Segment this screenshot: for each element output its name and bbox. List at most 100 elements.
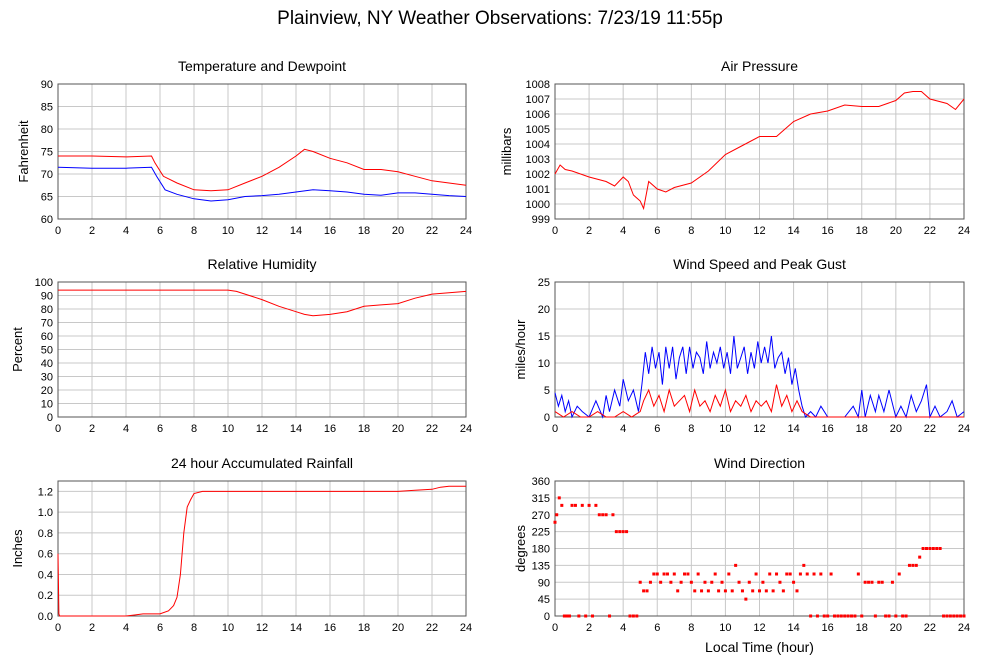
data-point bbox=[904, 614, 908, 618]
x-tick-label: 20 bbox=[392, 225, 404, 237]
x-tick-label: 16 bbox=[822, 423, 834, 435]
data-point bbox=[744, 597, 748, 601]
x-tick-label: 8 bbox=[191, 225, 197, 237]
x-tick-label: 4 bbox=[620, 622, 626, 634]
data-point bbox=[645, 589, 649, 593]
data-point bbox=[720, 580, 724, 584]
series-line-0 bbox=[57, 485, 466, 617]
y-tick-label: 90 bbox=[41, 79, 53, 91]
y-tick-label: 60 bbox=[41, 331, 53, 343]
chart-title: Temperature and Dewpoint bbox=[178, 58, 346, 74]
y-tick-label: 1008 bbox=[526, 79, 550, 91]
data-point bbox=[921, 547, 925, 550]
x-tick-label: 12 bbox=[753, 423, 765, 435]
data-point bbox=[747, 580, 751, 584]
x-tick-label: 14 bbox=[787, 225, 799, 237]
data-point bbox=[819, 572, 823, 576]
y-tick-label: 135 bbox=[532, 560, 550, 572]
data-point bbox=[771, 589, 775, 593]
data-point bbox=[621, 530, 625, 534]
data-point bbox=[867, 580, 871, 584]
chart-title: Wind Speed and Peak Gust bbox=[673, 256, 846, 272]
x-tick-label: 18 bbox=[358, 423, 370, 435]
data-point bbox=[737, 580, 741, 584]
y-tick-label: 20 bbox=[538, 304, 550, 316]
x-tick-label: 4 bbox=[123, 225, 129, 237]
data-point bbox=[809, 614, 813, 618]
y-axis-label: Percent bbox=[10, 327, 25, 372]
series-line-0 bbox=[58, 148, 467, 192]
data-point bbox=[557, 496, 561, 500]
x-tick-label: 22 bbox=[426, 622, 438, 634]
data-point bbox=[798, 572, 802, 576]
data-point bbox=[628, 614, 632, 618]
data-point bbox=[565, 614, 569, 618]
y-tick-label: 270 bbox=[532, 510, 550, 522]
y-tick-label: 50 bbox=[41, 345, 53, 357]
data-point bbox=[648, 580, 652, 584]
x-tick-label: 4 bbox=[123, 423, 129, 435]
data-point bbox=[723, 589, 727, 593]
data-point bbox=[686, 572, 690, 576]
data-point bbox=[884, 614, 888, 618]
x-tick-label: 0 bbox=[552, 423, 558, 435]
x-tick-label: 6 bbox=[157, 622, 163, 634]
y-tick-label: 0.8 bbox=[38, 528, 53, 540]
x-tick-label: 14 bbox=[290, 423, 302, 435]
y-tick-label: 0.0 bbox=[38, 611, 53, 623]
y-axis-label: degrees bbox=[513, 525, 528, 572]
y-tick-label: 0.6 bbox=[38, 549, 53, 561]
x-tick-label: 6 bbox=[654, 225, 660, 237]
data-point bbox=[880, 580, 884, 584]
data-point bbox=[689, 580, 693, 584]
y-tick-label: 65 bbox=[41, 192, 53, 204]
data-point bbox=[717, 589, 721, 593]
data-point bbox=[665, 572, 669, 576]
data-point bbox=[638, 580, 642, 584]
data-point bbox=[713, 572, 717, 576]
data-point bbox=[836, 614, 840, 618]
x-tick-label: 18 bbox=[856, 622, 868, 634]
y-tick-label: 225 bbox=[532, 527, 550, 539]
data-point bbox=[945, 614, 949, 618]
x-tick-label: 10 bbox=[222, 423, 234, 435]
data-point bbox=[792, 580, 796, 584]
data-point bbox=[751, 589, 755, 593]
data-point bbox=[938, 547, 942, 550]
data-point bbox=[873, 614, 877, 618]
chart-title: Wind Direction bbox=[714, 455, 805, 471]
data-point bbox=[802, 563, 806, 567]
x-tick-label: 8 bbox=[191, 622, 197, 634]
data-point bbox=[683, 572, 687, 576]
plot-frame bbox=[554, 480, 965, 617]
x-tick-label: 24 bbox=[460, 225, 472, 237]
y-tick-label: 15 bbox=[538, 331, 550, 343]
x-tick-label: 4 bbox=[123, 622, 129, 634]
data-point bbox=[805, 572, 809, 576]
x-tick-label: 16 bbox=[324, 622, 336, 634]
x-axis-label: Local Time (hour) bbox=[705, 639, 814, 655]
x-tick-label: 24 bbox=[958, 622, 970, 634]
x-tick-label: 10 bbox=[222, 225, 234, 237]
data-point bbox=[652, 572, 656, 576]
y-tick-label: 360 bbox=[532, 476, 550, 488]
y-tick-label: 80 bbox=[41, 304, 53, 316]
data-point bbox=[734, 563, 738, 567]
data-point bbox=[669, 580, 673, 584]
x-tick-label: 20 bbox=[392, 423, 404, 435]
data-point bbox=[754, 572, 758, 576]
data-point bbox=[584, 614, 588, 618]
data-point bbox=[959, 614, 963, 618]
x-tick-label: 24 bbox=[460, 423, 472, 435]
x-tick-label: 8 bbox=[191, 423, 197, 435]
data-point bbox=[693, 589, 697, 593]
series-line-0 bbox=[58, 289, 467, 317]
x-tick-label: 4 bbox=[620, 225, 626, 237]
x-tick-label: 10 bbox=[719, 622, 731, 634]
x-tick-label: 24 bbox=[460, 622, 472, 634]
data-point bbox=[860, 614, 864, 618]
data-point bbox=[870, 580, 874, 584]
